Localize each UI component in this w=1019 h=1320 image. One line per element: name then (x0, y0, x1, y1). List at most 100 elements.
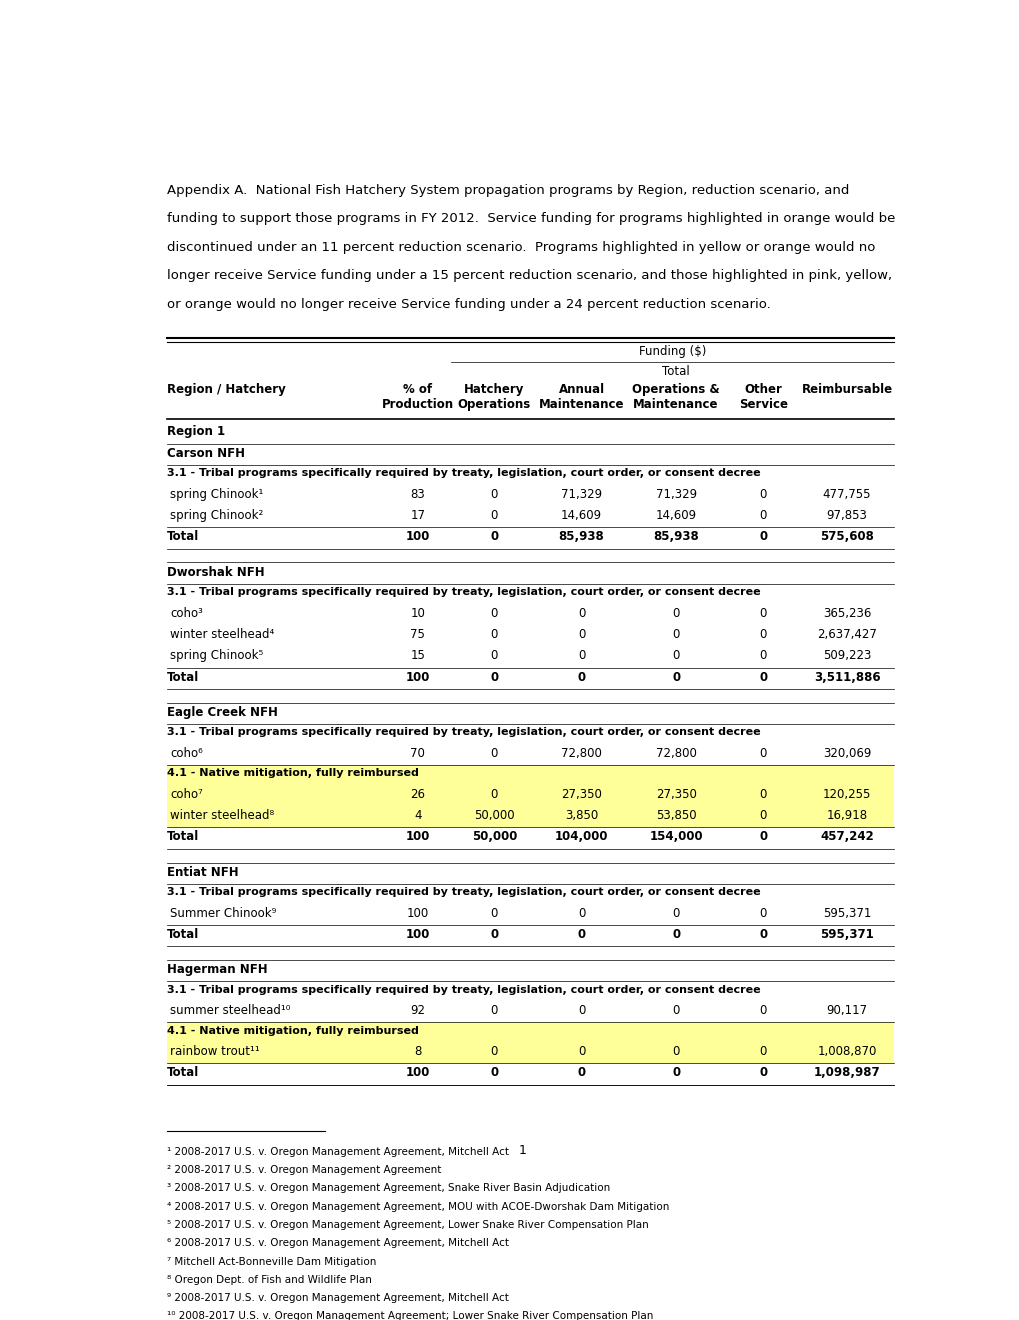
Text: longer receive Service funding under a 15 percent reduction scenario, and those : longer receive Service funding under a 1… (167, 269, 892, 282)
Text: 0: 0 (490, 606, 497, 619)
Text: 0: 0 (578, 907, 585, 920)
Text: 1,008,870: 1,008,870 (816, 1045, 876, 1059)
Text: 0: 0 (490, 747, 497, 760)
Text: 0: 0 (759, 628, 766, 642)
Text: 10: 10 (410, 606, 425, 619)
Text: 0: 0 (578, 1045, 585, 1059)
Text: 0: 0 (672, 628, 679, 642)
Text: ³ 2008-2017 U.S. v. Oregon Management Agreement, Snake River Basin Adjudication: ³ 2008-2017 U.S. v. Oregon Management Ag… (167, 1183, 609, 1193)
Text: 0: 0 (672, 907, 679, 920)
Text: 100: 100 (407, 907, 429, 920)
Text: 85,938: 85,938 (652, 531, 698, 544)
Text: 14,609: 14,609 (655, 510, 696, 521)
Text: 0: 0 (759, 747, 766, 760)
Text: 0: 0 (577, 928, 585, 941)
Text: 0: 0 (490, 510, 497, 521)
Text: 0: 0 (490, 907, 497, 920)
Text: Total: Total (167, 671, 199, 684)
Text: 4: 4 (414, 809, 421, 822)
Text: Region / Hatchery: Region / Hatchery (167, 383, 285, 396)
Text: ¹⁰ 2008-2017 U.S. v. Oregon Management Agreement; Lower Snake River Compensation: ¹⁰ 2008-2017 U.S. v. Oregon Management A… (167, 1312, 653, 1320)
Text: % of
Production: % of Production (381, 383, 453, 411)
Text: 0: 0 (672, 1067, 680, 1080)
Text: Total: Total (167, 531, 199, 544)
Text: coho⁷: coho⁷ (170, 788, 203, 801)
Text: 0: 0 (672, 606, 679, 619)
Text: 0: 0 (672, 671, 680, 684)
Text: 0: 0 (759, 1045, 766, 1059)
Text: coho³: coho³ (170, 606, 203, 619)
Text: 104,000: 104,000 (554, 830, 607, 843)
Text: 0: 0 (490, 1045, 497, 1059)
Text: Carson NFH: Carson NFH (167, 446, 245, 459)
Text: ⁹ 2008-2017 U.S. v. Oregon Management Agreement, Mitchell Act: ⁹ 2008-2017 U.S. v. Oregon Management Ag… (167, 1294, 508, 1303)
Text: 85,938: 85,938 (558, 531, 604, 544)
Text: 100: 100 (406, 671, 430, 684)
Bar (167, 766, 894, 784)
Text: 595,371: 595,371 (822, 907, 870, 920)
Text: Hatchery
Operations: Hatchery Operations (458, 383, 531, 411)
Text: 0: 0 (578, 1005, 585, 1018)
Text: ⁶ 2008-2017 U.S. v. Oregon Management Agreement, Mitchell Act: ⁶ 2008-2017 U.S. v. Oregon Management Ag… (167, 1238, 508, 1249)
Text: 0: 0 (578, 649, 585, 663)
Text: 14,609: 14,609 (560, 510, 601, 521)
Text: coho⁶: coho⁶ (170, 747, 203, 760)
Text: funding to support those programs in FY 2012.  Service funding for programs high: funding to support those programs in FY … (167, 213, 895, 226)
Text: Dworshak NFH: Dworshak NFH (167, 565, 264, 578)
Text: 0: 0 (490, 531, 498, 544)
Text: 0: 0 (759, 510, 766, 521)
Text: 0: 0 (759, 487, 766, 500)
Text: 3.1 - Tribal programs specifically required by treaty, legislation, court order,: 3.1 - Tribal programs specifically requi… (167, 587, 760, 597)
Text: 72,800: 72,800 (560, 747, 601, 760)
Text: Annual
Maintenance: Annual Maintenance (538, 383, 624, 411)
Text: 0: 0 (490, 1005, 497, 1018)
Text: 320,069: 320,069 (822, 747, 870, 760)
Text: 16,918: 16,918 (825, 809, 867, 822)
Text: 71,329: 71,329 (560, 487, 601, 500)
Text: ² 2008-2017 U.S. v. Oregon Management Agreement: ² 2008-2017 U.S. v. Oregon Management Ag… (167, 1166, 441, 1175)
Text: ⁵ 2008-2017 U.S. v. Oregon Management Agreement, Lower Snake River Compensation : ⁵ 2008-2017 U.S. v. Oregon Management Ag… (167, 1220, 648, 1230)
Text: 72,800: 72,800 (655, 747, 696, 760)
Text: 120,255: 120,255 (822, 788, 870, 801)
Text: 100: 100 (406, 531, 430, 544)
Text: ⁸ Oregon Dept. of Fish and Wildlife Plan: ⁸ Oregon Dept. of Fish and Wildlife Plan (167, 1275, 372, 1284)
Text: 457,242: 457,242 (819, 830, 873, 843)
Text: spring Chinook²: spring Chinook² (170, 510, 263, 521)
Text: spring Chinook⁵: spring Chinook⁵ (170, 649, 263, 663)
Text: 27,350: 27,350 (655, 788, 696, 801)
Text: Total: Total (661, 364, 689, 378)
Text: 0: 0 (759, 649, 766, 663)
Text: Total: Total (167, 928, 199, 941)
Text: 0: 0 (759, 606, 766, 619)
Text: 509,223: 509,223 (822, 649, 870, 663)
Text: Reimbursable: Reimbursable (801, 383, 892, 396)
Bar (167, 1041, 894, 1064)
Text: 15: 15 (410, 649, 425, 663)
Text: 92: 92 (410, 1005, 425, 1018)
Text: 3.1 - Tribal programs specifically required by treaty, legislation, court order,: 3.1 - Tribal programs specifically requi… (167, 469, 760, 478)
Text: rainbow trout¹¹: rainbow trout¹¹ (170, 1045, 260, 1059)
Text: 0: 0 (490, 628, 497, 642)
Text: Total: Total (167, 1067, 199, 1080)
Text: 0: 0 (759, 809, 766, 822)
Text: 0: 0 (672, 649, 679, 663)
Text: 575,608: 575,608 (819, 531, 873, 544)
Text: 0: 0 (490, 487, 497, 500)
Text: 3.1 - Tribal programs specifically required by treaty, legislation, court order,: 3.1 - Tribal programs specifically requi… (167, 985, 760, 994)
Text: Region 1: Region 1 (167, 425, 225, 438)
Text: 0: 0 (758, 1067, 766, 1080)
Text: 3.1 - Tribal programs specifically required by treaty, legislation, court order,: 3.1 - Tribal programs specifically requi… (167, 727, 760, 737)
Text: Appendix A.  National Fish Hatchery System propagation programs by Region, reduc: Appendix A. National Fish Hatchery Syste… (167, 183, 849, 197)
Text: Other
Service: Other Service (738, 383, 787, 411)
Text: ¹ 2008-2017 U.S. v. Oregon Management Agreement, Mitchell Act: ¹ 2008-2017 U.S. v. Oregon Management Ag… (167, 1147, 508, 1156)
Text: 0: 0 (758, 830, 766, 843)
Text: 0: 0 (759, 1005, 766, 1018)
Text: 0: 0 (490, 671, 498, 684)
Text: 0: 0 (758, 928, 766, 941)
Text: 26: 26 (410, 788, 425, 801)
Text: Total: Total (167, 830, 199, 843)
Bar (167, 1023, 894, 1041)
Bar (167, 807, 894, 828)
Text: 3,850: 3,850 (565, 809, 597, 822)
Text: 0: 0 (490, 788, 497, 801)
